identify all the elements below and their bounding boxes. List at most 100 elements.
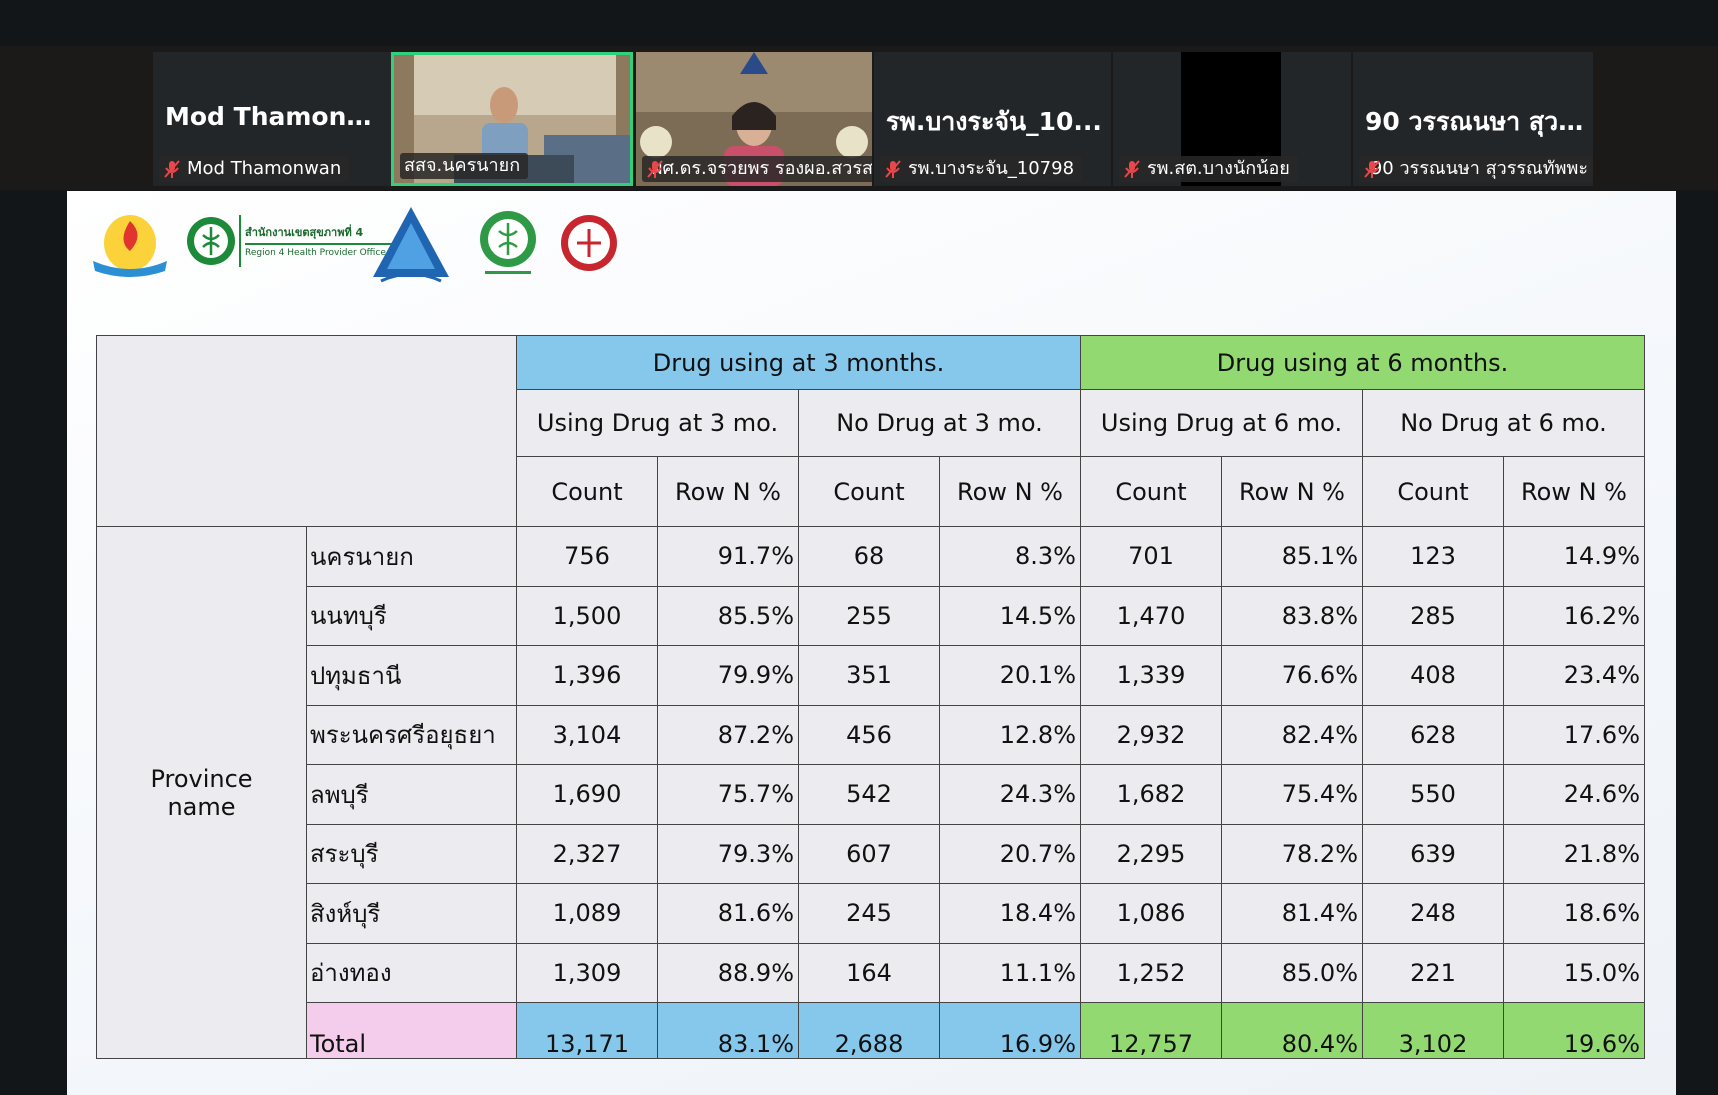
total-cell: 80.4% — [1221, 1002, 1363, 1059]
table-cell: 701 — [1080, 526, 1222, 587]
meeting-top-bar — [0, 0, 1718, 46]
drug-usage-table: Drug using at 3 months. Drug using at 6 … — [96, 335, 1645, 1059]
participant-tile[interactable]: รพ.บางระจัน_10... รพ.บางระจัน_10798 — [874, 52, 1111, 186]
table-cell: 79.3% — [657, 823, 799, 884]
participant-label-text: ผศ.ดร.จรวยพร รองผอ.สวรส. — [652, 158, 872, 179]
table-cell: 85.1% — [1221, 526, 1363, 587]
table-row: พระนครศรีอยุธยา 3,104 87.2% 456 12.8% 2,932 82… — [97, 704, 1645, 765]
table-cell: 23.4% — [1503, 645, 1645, 706]
table-corner-cell — [96, 335, 517, 527]
table-cell: 1,252 — [1080, 942, 1222, 1003]
group-header-3-months: Drug using at 3 months. — [516, 335, 1081, 390]
province-name-cell: สิงห์บุรี — [306, 883, 517, 944]
table-cell: 18.4% — [939, 883, 1081, 944]
row-group-label: Province name — [96, 526, 307, 1059]
region-office-text: สำนักงานเขตสุขภาพที่ 4 Region 4 Health P… — [245, 223, 425, 258]
table-cell: 85.0% — [1221, 942, 1363, 1003]
table-cell: 12.8% — [939, 704, 1081, 765]
total-cell: 13,171 — [516, 1002, 658, 1059]
table-cell: 2,932 — [1080, 704, 1222, 765]
total-cell: 12,757 — [1080, 1002, 1222, 1059]
participant-display-name: 90 วรรณนษา สุว... — [1365, 107, 1585, 136]
table-total-row: Total 13,171 83.1% 2,688 16.9% 12,757 80.4% 3,1… — [97, 1002, 1645, 1059]
table-cell: 1,690 — [516, 764, 658, 825]
table-cell: 1,470 — [1080, 585, 1222, 646]
region-office-english: Region 4 Health Provider Office — [245, 248, 386, 258]
province-name-cell: ลพบุรี — [306, 764, 517, 825]
participant-label: ผศ.ดร.จรวยพร รองผอ.สวรส. — [642, 156, 872, 182]
table-cell: 164 — [798, 942, 940, 1003]
column-header: Count — [1080, 456, 1222, 527]
table-cell: 78.2% — [1221, 823, 1363, 884]
participant-label-text: รพ.สต.บางนักน้อย — [1147, 158, 1290, 179]
province-name-cell: ปทุมธานี — [306, 645, 517, 706]
table-cell: 607 — [798, 823, 940, 884]
table-cell: 81.6% — [657, 883, 799, 944]
participant-tile-active[interactable]: สสจ.นครนายก — [391, 52, 633, 186]
table-cell: 1,339 — [1080, 645, 1222, 706]
participant-tile[interactable]: รพ.สต.บางนักน้อย — [1113, 52, 1351, 186]
logo-bar: สำนักงานเขตสุขภาพที่ 4 Region 4 Health P… — [87, 205, 687, 285]
table-cell: 14.5% — [939, 585, 1081, 646]
table-cell: 81.4% — [1221, 883, 1363, 944]
table-cell: 1,309 — [516, 942, 658, 1003]
total-cell: 16.9% — [939, 1002, 1081, 1059]
group-header-6-months: Drug using at 6 months. — [1080, 335, 1645, 390]
total-label-cell: Total — [306, 1002, 517, 1059]
table-cell: 17.6% — [1503, 704, 1645, 765]
table-cell: 14.9% — [1503, 526, 1645, 587]
table-cell: 88.9% — [657, 942, 799, 1003]
column-header: Row N % — [1221, 456, 1363, 527]
table-row: นนทบุรี 1,500 85.5% 255 14.5% 1,470 83.8% 285 16… — [97, 585, 1645, 646]
column-header: Count — [516, 456, 658, 527]
table-cell: 83.8% — [1221, 585, 1363, 646]
table-cell: 18.6% — [1503, 883, 1645, 944]
participant-label-text: รพ.บางระจัน_10798 — [908, 158, 1075, 179]
table-cell: 1,500 — [516, 585, 658, 646]
participant-tile[interactable]: ผศ.ดร.จรวยพร รองผอ.สวรส. — [636, 52, 872, 186]
province-name-cell: นครนายก — [306, 526, 517, 587]
mic-muted-icon — [884, 159, 902, 179]
participant-label-text: 90 วรรณนษา สุวรรณทัพพะ — [1370, 158, 1588, 179]
table-row: ลพบุรี 1,690 75.7% 542 24.3% 1,682 75.4% 550 24.… — [97, 764, 1645, 825]
table-cell: 255 — [798, 585, 940, 646]
participant-label-text: สสจ.นครนายก — [404, 155, 521, 176]
participant-label: รพ.บางระจัน_10798 — [880, 156, 1083, 182]
table-cell: 248 — [1362, 883, 1504, 944]
table-cell: 351 — [798, 645, 940, 706]
table-cell: 24.6% — [1503, 764, 1645, 825]
table-cell: 542 — [798, 764, 940, 825]
medical-sciences-logo — [475, 209, 541, 283]
sub-header: No Drug at 3 mo. — [798, 389, 1081, 457]
province-name-cell: พระนครศรีอยุธยา — [306, 704, 517, 765]
table-row: Province name นครนายก 756 91.7% 68 8.3% 701 85.… — [96, 526, 1645, 1059]
mic-muted-icon — [1123, 159, 1141, 179]
table-cell: 82.4% — [1221, 704, 1363, 765]
column-header: Row N % — [1503, 456, 1645, 527]
table-cell: 21.8% — [1503, 823, 1645, 884]
table-cell: 221 — [1362, 942, 1504, 1003]
mic-muted-icon — [163, 159, 181, 179]
participant-tile[interactable]: Mod Thamonwan Mod Thamonwan — [153, 52, 391, 186]
table-row: ปทุมธานี 1,396 79.9% 351 20.1% 1,339 76.6% 408 2… — [97, 645, 1645, 706]
table-cell: 1,396 — [516, 645, 658, 706]
table-cell: 639 — [1362, 823, 1504, 884]
column-header: Row N % — [939, 456, 1081, 527]
hospital-seal-logo — [559, 213, 619, 277]
table-cell: 123 — [1362, 526, 1504, 587]
total-cell: 3,102 — [1362, 1002, 1504, 1059]
column-header: Row N % — [657, 456, 799, 527]
table-cell: 245 — [798, 883, 940, 944]
total-cell: 83.1% — [657, 1002, 799, 1059]
shared-screen-slide: สำนักงานเขตสุขภาพที่ 4 Region 4 Health P… — [67, 191, 1676, 1095]
table-cell: 75.7% — [657, 764, 799, 825]
province-name-cell: อ่างทอง — [306, 942, 517, 1003]
table-cell: 756 — [516, 526, 658, 587]
table-cell: 3,104 — [516, 704, 658, 765]
participant-tile[interactable]: 90 วรรณนษา สุว... 90 วรรณนษา สุวรรณทัพพะ — [1353, 52, 1593, 186]
table-cell: 550 — [1362, 764, 1504, 825]
table-cell: 20.7% — [939, 823, 1081, 884]
table-cell: 85.5% — [657, 585, 799, 646]
ministry-logo — [87, 211, 173, 285]
participant-label: รพ.สต.บางนักน้อย — [1119, 156, 1298, 182]
